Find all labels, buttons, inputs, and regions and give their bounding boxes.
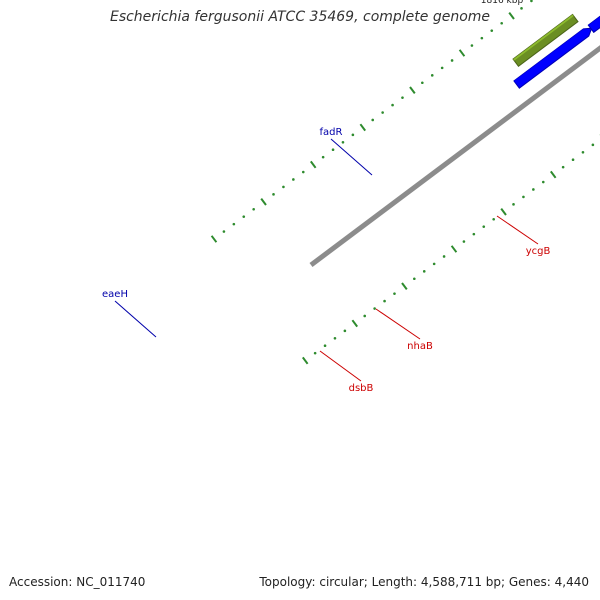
outer-scale-minor-tick xyxy=(530,0,533,3)
outer-scale-minor-tick xyxy=(470,44,474,47)
outer-scale-minor-tick xyxy=(301,170,305,174)
inner-scale-minor-tick xyxy=(393,292,396,295)
outer-scale-minor-tick xyxy=(282,185,285,189)
inner-scale-minor-tick xyxy=(363,314,367,318)
gene-feature xyxy=(513,27,593,89)
inner-scale-minor-tick xyxy=(442,255,446,258)
gene-callout-line xyxy=(319,350,362,382)
gene-label-fadR: fadR xyxy=(320,127,343,138)
genome-summary-text: Topology: circular; Length: 4,588,711 bp… xyxy=(259,575,589,589)
inner-scale-minor-tick xyxy=(541,180,545,184)
inner-scale-minor-tick xyxy=(561,165,565,169)
inner-scale-minor-tick xyxy=(532,188,535,191)
inner-scale-minor-tick xyxy=(462,240,466,243)
outer-scale-minor-tick xyxy=(450,59,454,62)
gene-label-eaeH: eaeH xyxy=(102,289,128,300)
gene-feature-highlight xyxy=(513,28,585,83)
inner-scale-minor-tick xyxy=(343,329,347,333)
outer-scale-major-tick xyxy=(508,12,515,20)
outer-scale-minor-tick xyxy=(421,81,424,85)
outer-scale-minor-tick xyxy=(401,96,404,99)
inner-scale-minor-tick xyxy=(512,203,515,206)
outer-scale-minor-tick xyxy=(480,36,484,40)
outer-scale-minor-tick xyxy=(430,74,434,77)
outer-scale-minor-tick xyxy=(381,111,384,114)
gene-callout-line xyxy=(114,300,157,338)
inner-scale-minor-tick xyxy=(571,158,575,162)
outer-scale-minor-tick xyxy=(272,193,275,196)
outer-scale-minor-tick xyxy=(292,178,295,181)
outer-scale-minor-tick xyxy=(232,222,236,226)
genome-backbone xyxy=(309,45,600,267)
gene-label-nhaB: nhaB xyxy=(407,341,433,352)
outer-scale-minor-tick xyxy=(341,140,345,144)
inner-scale-major-tick xyxy=(351,319,359,328)
gene-callout-line xyxy=(496,215,539,245)
outer-scale-major-tick xyxy=(359,123,367,132)
outer-scale-minor-tick xyxy=(520,7,523,10)
inner-scale-major-tick xyxy=(401,282,408,290)
outer-scale-minor-tick xyxy=(440,66,444,70)
accession-text: Accession: NC_011740 xyxy=(9,575,146,589)
outer-scale-minor-tick xyxy=(351,133,355,137)
inner-scale-minor-tick xyxy=(373,307,376,310)
inner-scale-minor-tick xyxy=(522,195,525,199)
inner-scale-minor-tick xyxy=(432,262,436,266)
outer-scale-minor-tick xyxy=(321,155,325,159)
inner-scale-major-tick xyxy=(301,356,309,365)
outer-scale-major-tick xyxy=(260,198,267,206)
gene-feature-highlight xyxy=(513,14,574,61)
gene-feature xyxy=(587,15,600,34)
gene-label-ycgB: ycgB xyxy=(526,246,551,257)
gene-feature xyxy=(512,13,579,67)
outer-scale-minor-tick xyxy=(331,148,335,152)
outer-scale-minor-tick xyxy=(222,230,226,233)
inner-scale-minor-tick xyxy=(482,225,486,228)
outer-scale-major-tick xyxy=(309,160,317,169)
gene-callout-line xyxy=(375,308,421,340)
inner-scale-minor-tick xyxy=(313,351,317,355)
outer-scale-minor-tick xyxy=(252,207,255,211)
outer-scale-minor-tick xyxy=(242,215,246,218)
outer-scale-minor-tick xyxy=(371,118,375,122)
inner-scale-major-tick xyxy=(450,245,458,253)
inner-scale-minor-tick xyxy=(323,344,327,348)
inner-scale-minor-tick xyxy=(591,143,595,147)
inner-scale-major-tick xyxy=(500,208,507,216)
gene-label-dsbB: dsbB xyxy=(349,383,374,394)
outer-scale-major-tick xyxy=(458,49,466,57)
inner-scale-minor-tick xyxy=(472,232,476,236)
gene-callout-line xyxy=(330,138,373,176)
inner-scale-minor-tick xyxy=(413,277,416,281)
inner-scale-minor-tick xyxy=(333,336,337,340)
outer-scale-minor-tick xyxy=(391,103,394,107)
inner-scale-major-tick xyxy=(549,170,557,179)
inner-scale-minor-tick xyxy=(383,299,386,303)
inner-scale-minor-tick xyxy=(581,150,585,154)
inner-scale-minor-tick xyxy=(492,217,495,221)
outer-scale-major-tick xyxy=(409,86,416,95)
outer-scale-minor-tick xyxy=(490,29,494,32)
outer-scale-minor-tick xyxy=(500,21,503,25)
map-title: Escherichia fergusonii ATCC 35469, compl… xyxy=(109,9,491,25)
inner-scale-minor-tick xyxy=(422,270,426,273)
kbp-tick-label: 1816 kbp xyxy=(481,0,524,6)
outer-scale-major-tick xyxy=(210,235,218,243)
gene-feature-highlight xyxy=(588,16,600,27)
